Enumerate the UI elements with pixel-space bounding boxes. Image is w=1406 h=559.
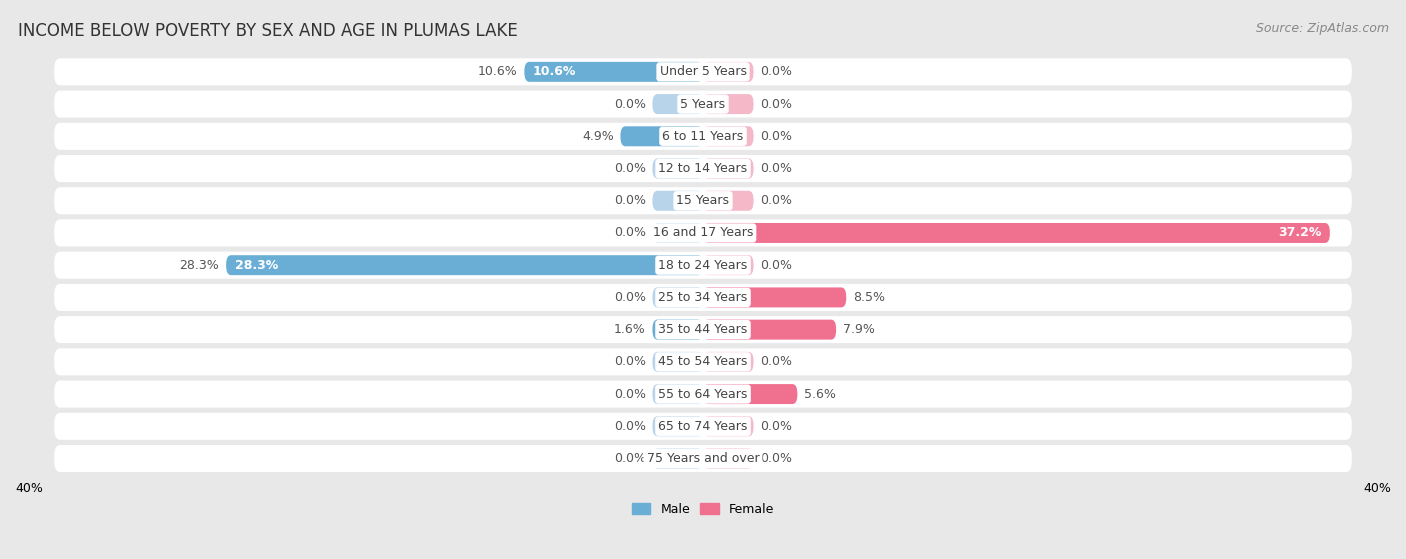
Text: 0.0%: 0.0% — [613, 98, 645, 111]
FancyBboxPatch shape — [652, 384, 703, 404]
FancyBboxPatch shape — [652, 352, 703, 372]
FancyBboxPatch shape — [55, 381, 1351, 408]
Text: 0.0%: 0.0% — [613, 452, 645, 465]
FancyBboxPatch shape — [524, 62, 703, 82]
Text: 10.6%: 10.6% — [478, 65, 517, 78]
Text: 4.9%: 4.9% — [582, 130, 613, 143]
FancyBboxPatch shape — [703, 223, 1330, 243]
Text: 0.0%: 0.0% — [761, 98, 793, 111]
FancyBboxPatch shape — [652, 320, 703, 340]
FancyBboxPatch shape — [620, 126, 703, 146]
FancyBboxPatch shape — [703, 94, 754, 114]
Text: 0.0%: 0.0% — [613, 356, 645, 368]
Text: 28.3%: 28.3% — [235, 259, 278, 272]
FancyBboxPatch shape — [226, 255, 703, 275]
Text: INCOME BELOW POVERTY BY SEX AND AGE IN PLUMAS LAKE: INCOME BELOW POVERTY BY SEX AND AGE IN P… — [18, 22, 517, 40]
Text: 15 Years: 15 Years — [676, 194, 730, 207]
FancyBboxPatch shape — [55, 445, 1351, 472]
Text: 0.0%: 0.0% — [761, 452, 793, 465]
Text: 0.0%: 0.0% — [761, 259, 793, 272]
Text: 7.9%: 7.9% — [842, 323, 875, 336]
FancyBboxPatch shape — [703, 320, 837, 340]
FancyBboxPatch shape — [55, 58, 1351, 86]
FancyBboxPatch shape — [652, 448, 703, 468]
Text: 0.0%: 0.0% — [613, 387, 645, 401]
FancyBboxPatch shape — [55, 252, 1351, 279]
FancyBboxPatch shape — [55, 91, 1351, 117]
Legend: Male, Female: Male, Female — [627, 498, 779, 520]
FancyBboxPatch shape — [55, 348, 1351, 376]
FancyBboxPatch shape — [703, 159, 754, 178]
FancyBboxPatch shape — [703, 62, 754, 82]
FancyBboxPatch shape — [55, 316, 1351, 343]
FancyBboxPatch shape — [703, 126, 754, 146]
Text: 0.0%: 0.0% — [613, 162, 645, 175]
FancyBboxPatch shape — [55, 413, 1351, 440]
Text: 0.0%: 0.0% — [761, 130, 793, 143]
Text: 45 to 54 Years: 45 to 54 Years — [658, 356, 748, 368]
Text: 1.6%: 1.6% — [614, 323, 645, 336]
FancyBboxPatch shape — [703, 416, 754, 436]
Text: 0.0%: 0.0% — [613, 420, 645, 433]
Text: 0.0%: 0.0% — [613, 194, 645, 207]
Text: 12 to 14 Years: 12 to 14 Years — [658, 162, 748, 175]
Text: 5 Years: 5 Years — [681, 98, 725, 111]
Text: 0.0%: 0.0% — [613, 291, 645, 304]
FancyBboxPatch shape — [652, 159, 703, 178]
Text: 16 and 17 Years: 16 and 17 Years — [652, 226, 754, 239]
FancyBboxPatch shape — [652, 223, 703, 243]
FancyBboxPatch shape — [652, 287, 703, 307]
FancyBboxPatch shape — [55, 187, 1351, 214]
Text: 8.5%: 8.5% — [853, 291, 884, 304]
Text: 65 to 74 Years: 65 to 74 Years — [658, 420, 748, 433]
Text: 55 to 64 Years: 55 to 64 Years — [658, 387, 748, 401]
FancyBboxPatch shape — [55, 284, 1351, 311]
Text: 5.6%: 5.6% — [804, 387, 837, 401]
FancyBboxPatch shape — [652, 94, 703, 114]
Text: 0.0%: 0.0% — [613, 226, 645, 239]
Text: 0.0%: 0.0% — [761, 356, 793, 368]
Text: Source: ZipAtlas.com: Source: ZipAtlas.com — [1256, 22, 1389, 35]
Text: 75 Years and over: 75 Years and over — [647, 452, 759, 465]
FancyBboxPatch shape — [55, 220, 1351, 247]
FancyBboxPatch shape — [703, 255, 754, 275]
FancyBboxPatch shape — [55, 155, 1351, 182]
Text: 18 to 24 Years: 18 to 24 Years — [658, 259, 748, 272]
Text: 0.0%: 0.0% — [761, 65, 793, 78]
FancyBboxPatch shape — [703, 384, 797, 404]
Text: 10.6%: 10.6% — [533, 65, 576, 78]
FancyBboxPatch shape — [703, 287, 846, 307]
Text: 28.3%: 28.3% — [180, 259, 219, 272]
FancyBboxPatch shape — [652, 191, 703, 211]
FancyBboxPatch shape — [703, 352, 754, 372]
FancyBboxPatch shape — [703, 191, 754, 211]
FancyBboxPatch shape — [652, 416, 703, 436]
FancyBboxPatch shape — [703, 448, 754, 468]
Text: 0.0%: 0.0% — [761, 194, 793, 207]
Text: 6 to 11 Years: 6 to 11 Years — [662, 130, 744, 143]
Text: 0.0%: 0.0% — [761, 162, 793, 175]
Text: 37.2%: 37.2% — [1278, 226, 1322, 239]
Text: 35 to 44 Years: 35 to 44 Years — [658, 323, 748, 336]
Text: 0.0%: 0.0% — [761, 420, 793, 433]
Text: Under 5 Years: Under 5 Years — [659, 65, 747, 78]
Text: 25 to 34 Years: 25 to 34 Years — [658, 291, 748, 304]
FancyBboxPatch shape — [55, 123, 1351, 150]
